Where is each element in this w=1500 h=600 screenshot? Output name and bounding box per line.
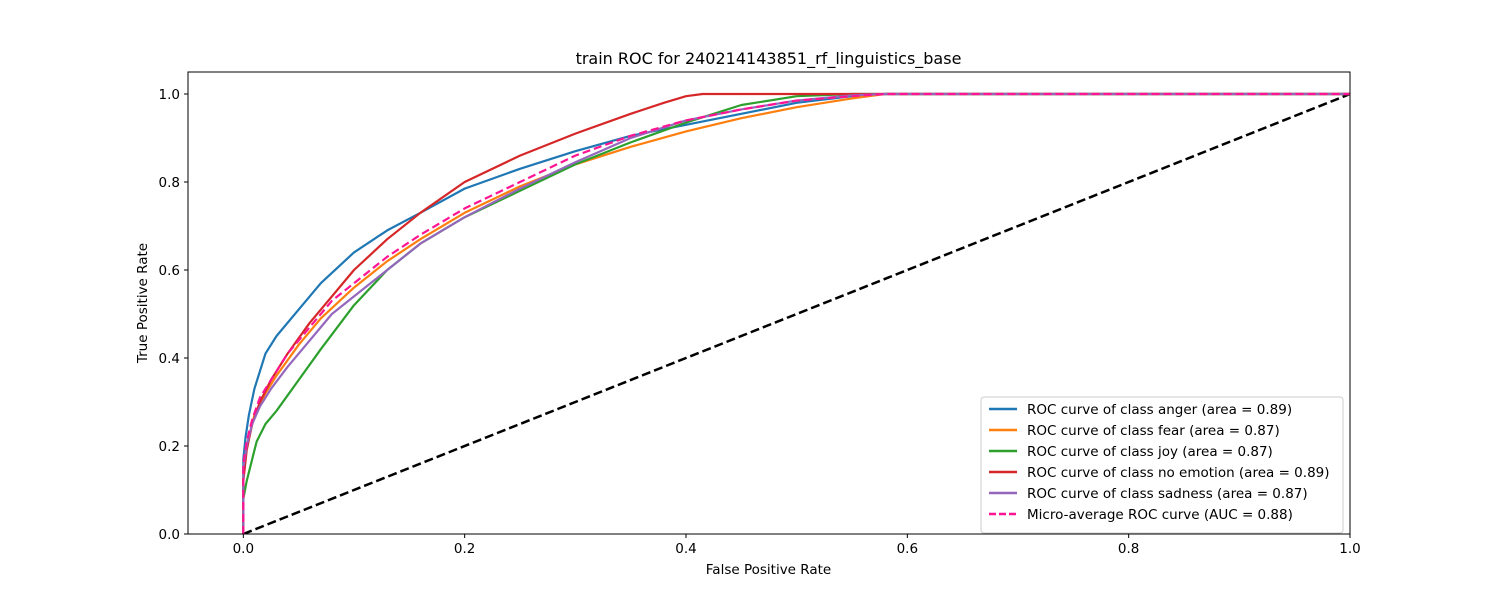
chance-diagonal-line [242,92,1350,534]
x-tick-label: 0.4 [675,541,696,557]
x-tick-label: 0.2 [454,541,475,557]
legend-label-1: ROC curve of class fear (area = 0.87) [1027,423,1280,439]
legend-box [980,396,1344,534]
x-axis-ticks: 0.0 0.2 0.4 0.6 0.8 1.0 [233,534,1361,557]
legend: ROC curve of class anger (area = 0.89) RO… [980,396,1344,534]
legend-label-0: ROC curve of class anger (area = 0.89) [1027,402,1292,418]
y-tick-label: 0.8 [159,175,180,191]
x-tick-label: 0.6 [897,541,918,557]
y-tick-label: 1.0 [159,87,180,103]
y-tick-label: 0.0 [159,527,180,543]
y-axis-label: True Positive Rate [135,243,151,364]
legend-label-2: ROC curve of class joy (area = 0.87) [1027,444,1273,460]
y-tick-label: 0.4 [159,351,180,367]
y-tick-label: 0.6 [159,263,180,279]
legend-label-4: ROC curve of class sadness (area = 0.87) [1027,486,1308,502]
chart-title: train ROC for 240214143851_rf_linguistic… [576,49,962,69]
x-axis-label: False Positive Rate [706,562,831,578]
y-axis-ticks: 0.0 0.2 0.4 0.6 0.8 1.0 [159,87,188,543]
legend-label-3: ROC curve of class no emotion (area = 0.… [1027,465,1330,481]
x-tick-label: 1.0 [1339,541,1360,557]
roc-series-line-4 [242,92,1350,534]
curves-layer [242,92,1350,534]
plot-area-frame [187,71,1351,535]
x-tick-label: 0.0 [233,541,254,557]
legend-label-5: Micro-average ROC curve (AUC = 0.88) [1027,507,1293,523]
x-tick-label: 0.8 [1118,541,1139,557]
y-tick-label: 0.2 [159,439,180,455]
